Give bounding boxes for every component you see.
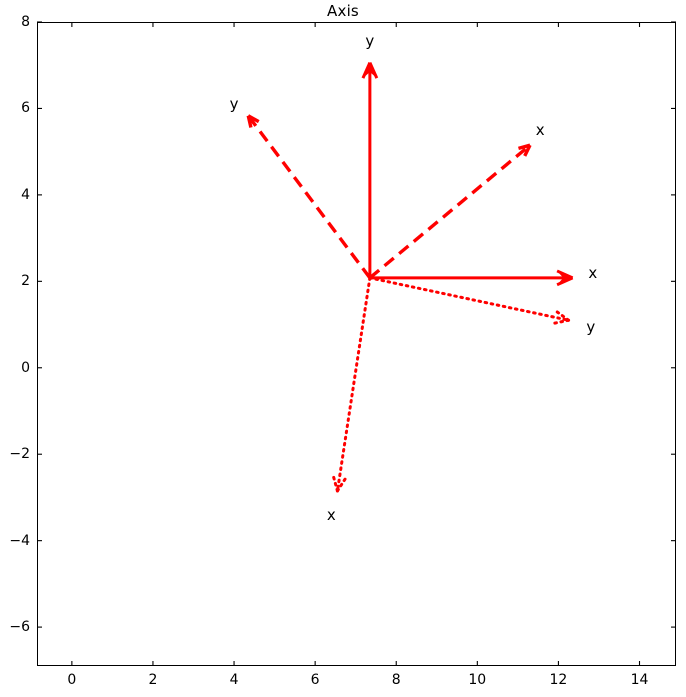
arrow-head-barb-2 — [246, 115, 254, 131]
arrow-label-frame2-x: x — [535, 121, 545, 140]
y-tick-label: 4 — [21, 186, 30, 203]
arrow-frame3-y — [368, 276, 571, 325]
arrow-label-frame1-x: x — [588, 263, 598, 282]
arrow-shaft — [246, 114, 372, 279]
y-tick-label: −2 — [9, 446, 30, 463]
y-tick-label: −4 — [9, 532, 30, 549]
chart-title: Axis — [327, 2, 359, 20]
arrow-head-barb-1 — [331, 474, 339, 493]
arrow-head-barb-1 — [521, 144, 532, 160]
x-tick-label: 14 — [630, 672, 649, 688]
arrow-frame1-y — [361, 62, 379, 278]
x-tick-label: 8 — [391, 672, 401, 688]
arrow-head-barb-2 — [554, 309, 571, 322]
arrow-shaft — [335, 276, 372, 493]
y-tick-label: 8 — [21, 14, 30, 30]
arrow-shaft — [368, 276, 571, 322]
arrow-head-barb-1 — [552, 318, 571, 325]
arrow-head-barb-1 — [247, 114, 263, 125]
arrow-shaft — [368, 143, 532, 280]
arrow-head — [557, 270, 573, 285]
y-tick-label: −6 — [9, 619, 30, 636]
x-tick-label: 0 — [67, 672, 77, 688]
arrow-frame3-x — [331, 276, 372, 493]
plot-frame — [37, 22, 676, 666]
x-tick-label: 2 — [148, 672, 158, 688]
arrow-head-barb-2 — [515, 143, 531, 151]
arrow-frame2-y — [246, 114, 372, 279]
arrow-head-barb-2 — [335, 476, 348, 493]
arrow-frame1-x — [369, 269, 574, 287]
x-tick-label: 4 — [229, 672, 239, 688]
arrow-head — [362, 62, 377, 79]
y-tick-label: 6 — [21, 100, 30, 117]
arrow-frame2-x — [368, 143, 532, 280]
x-tick-label: 12 — [549, 672, 568, 688]
arrow-label-frame3-x: x — [326, 505, 336, 524]
y-tick-label: 0 — [21, 359, 30, 376]
arrow-label-frame1-y: y — [365, 32, 375, 51]
arrow-label-frame2-y: y — [229, 95, 239, 114]
arrow-label-frame3-y: y — [586, 317, 596, 336]
y-tick-label: 2 — [21, 273, 30, 290]
x-tick-label: 10 — [468, 672, 487, 688]
x-tick-label: 6 — [310, 672, 320, 688]
